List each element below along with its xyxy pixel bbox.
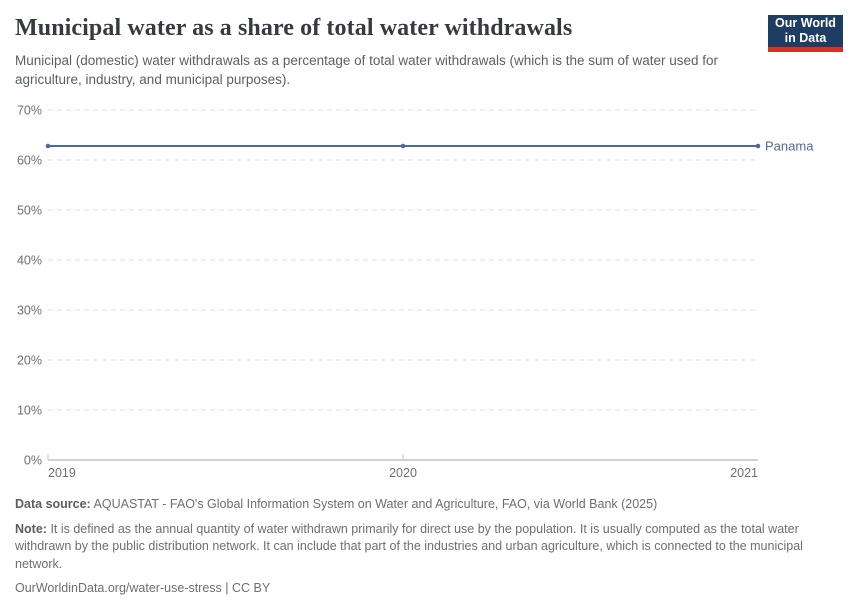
y-tick-label: 60% bbox=[17, 154, 42, 168]
logo-text-line1: Our World bbox=[775, 16, 836, 30]
x-tick-label: 2021 bbox=[730, 466, 758, 480]
series-label: Panama bbox=[765, 139, 814, 154]
note-text: It is defined as the annual quantity of … bbox=[15, 521, 803, 571]
note-line: Note: It is defined as the annual quanti… bbox=[15, 521, 825, 574]
y-tick-label: 0% bbox=[24, 454, 42, 468]
note-label: Note: bbox=[15, 521, 47, 536]
x-tick-label: 2019 bbox=[48, 466, 76, 480]
y-tick-label: 20% bbox=[17, 354, 42, 368]
y-tick-label: 40% bbox=[17, 254, 42, 268]
data-source-label: Data source: bbox=[15, 497, 91, 511]
owid-logo: Our World in Data bbox=[768, 15, 843, 52]
data-source-line: Data source: AQUASTAT - FAO's Global Inf… bbox=[15, 496, 825, 514]
page-title: Municipal water as a share of total wate… bbox=[15, 15, 573, 41]
data-point bbox=[400, 143, 406, 149]
chart-footer: Data source: AQUASTAT - FAO's Global Inf… bbox=[15, 496, 825, 600]
y-tick-label: 70% bbox=[17, 104, 42, 118]
line-chart: 0% 10% 20% 30% 40% 50% 60% 70% 2019 2020 2021 Panam… bbox=[17, 104, 814, 481]
x-tick-label: 2020 bbox=[389, 466, 417, 480]
y-tick-label: 30% bbox=[17, 304, 42, 318]
data-point bbox=[45, 143, 51, 149]
logo-text-line2: in Data bbox=[784, 31, 827, 45]
y-tick-label: 50% bbox=[17, 204, 42, 218]
data-source-text: AQUASTAT - FAO's Global Information Syst… bbox=[93, 497, 658, 511]
y-tick-label: 10% bbox=[17, 404, 42, 418]
citation-line: OurWorldinData.org/water-use-stress | CC… bbox=[15, 581, 271, 595]
data-point bbox=[755, 143, 761, 149]
chart-subtitle: Municipal (domestic) water withdrawals a… bbox=[15, 53, 719, 87]
